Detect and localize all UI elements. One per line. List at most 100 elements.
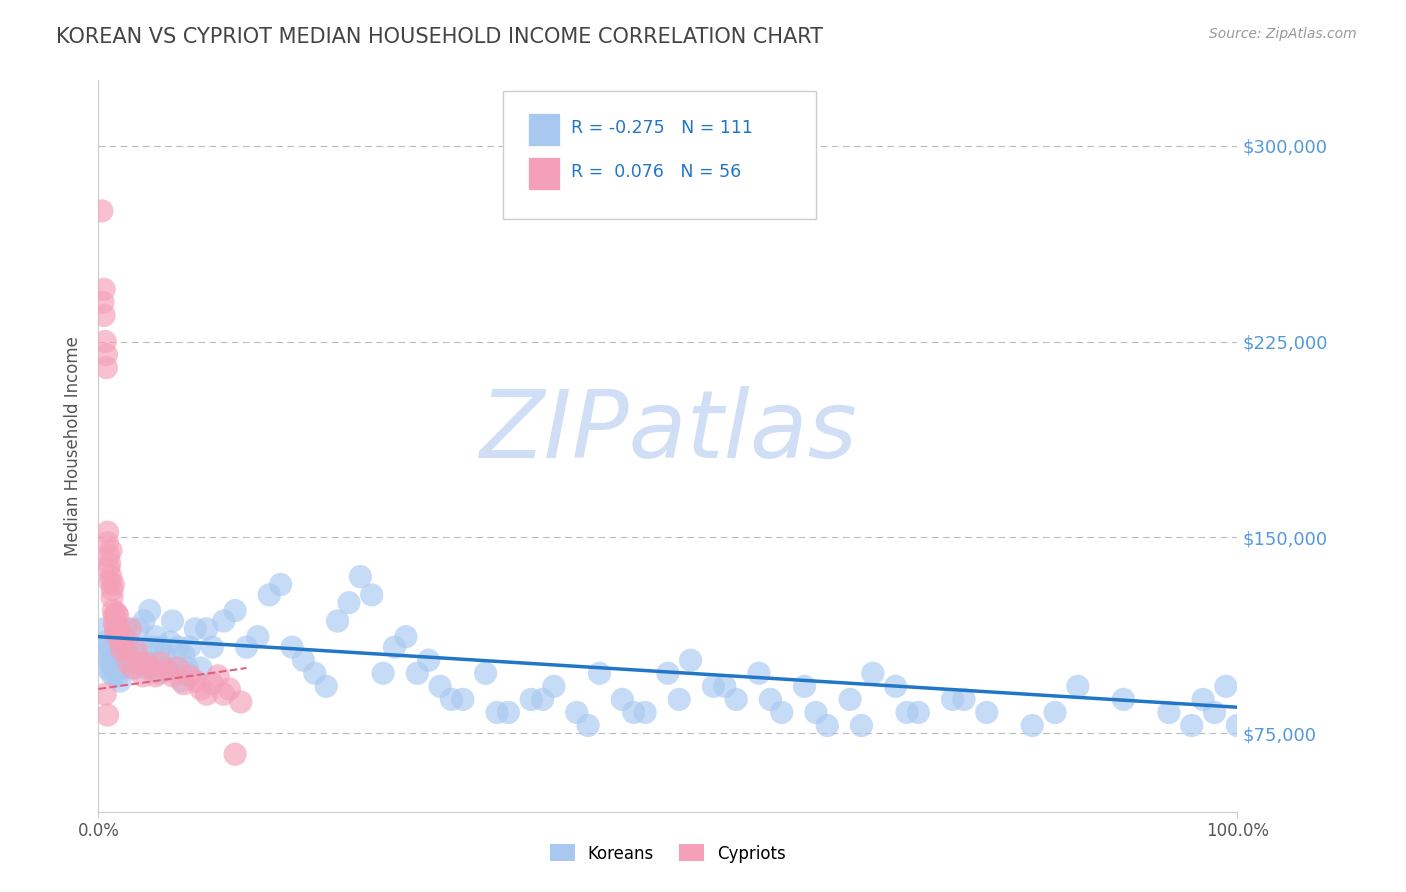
Point bbox=[612, 692, 634, 706]
Point bbox=[93, 282, 115, 296]
Point bbox=[184, 622, 207, 636]
Point bbox=[108, 648, 131, 662]
Point bbox=[259, 588, 281, 602]
Point bbox=[108, 674, 131, 689]
Point bbox=[120, 622, 142, 636]
Point bbox=[406, 666, 429, 681]
Point bbox=[103, 577, 125, 591]
Point bbox=[384, 640, 406, 655]
Point bbox=[349, 569, 371, 583]
Point bbox=[91, 295, 114, 310]
Point bbox=[93, 622, 115, 636]
Point bbox=[1226, 718, 1249, 732]
Point bbox=[105, 606, 128, 620]
Point bbox=[112, 630, 135, 644]
Point bbox=[839, 692, 862, 706]
Point bbox=[98, 574, 121, 589]
Point bbox=[588, 666, 610, 681]
Point bbox=[212, 614, 235, 628]
Point bbox=[96, 708, 118, 723]
Point bbox=[520, 692, 543, 706]
Point bbox=[851, 718, 873, 732]
Point bbox=[98, 557, 121, 571]
Point bbox=[190, 661, 212, 675]
Point bbox=[90, 203, 112, 218]
Point bbox=[190, 681, 212, 696]
Point bbox=[246, 630, 269, 644]
Point bbox=[725, 692, 748, 706]
Point bbox=[714, 679, 737, 693]
Point bbox=[101, 648, 124, 662]
Point bbox=[179, 669, 201, 683]
Point bbox=[292, 653, 315, 667]
Point bbox=[315, 679, 337, 693]
Point bbox=[337, 596, 360, 610]
Point bbox=[451, 692, 474, 706]
Text: ZIPatlas: ZIPatlas bbox=[479, 386, 856, 477]
Point bbox=[139, 661, 162, 675]
Point bbox=[229, 695, 252, 709]
Point bbox=[896, 706, 918, 720]
Point bbox=[98, 656, 121, 670]
Point bbox=[1204, 706, 1226, 720]
Point bbox=[498, 706, 520, 720]
Point bbox=[565, 706, 588, 720]
Point bbox=[96, 635, 118, 649]
Text: KOREAN VS CYPRIOT MEDIAN HOUSEHOLD INCOME CORRELATION CHART: KOREAN VS CYPRIOT MEDIAN HOUSEHOLD INCOM… bbox=[56, 27, 824, 46]
Point bbox=[103, 608, 125, 623]
Point bbox=[623, 706, 645, 720]
Point bbox=[114, 622, 136, 636]
Point bbox=[97, 549, 120, 563]
Point bbox=[96, 661, 118, 675]
Point bbox=[1112, 692, 1135, 706]
Point bbox=[145, 669, 167, 683]
Point bbox=[543, 679, 565, 693]
Point bbox=[153, 648, 176, 662]
Point bbox=[124, 661, 146, 675]
Point bbox=[304, 666, 326, 681]
Point bbox=[156, 661, 179, 675]
Point bbox=[770, 706, 793, 720]
Point bbox=[576, 718, 599, 732]
Point bbox=[884, 679, 907, 693]
Point bbox=[156, 664, 179, 678]
Point bbox=[281, 640, 304, 655]
Point bbox=[110, 661, 132, 675]
Point bbox=[1043, 706, 1066, 720]
Point bbox=[148, 666, 170, 681]
Point bbox=[167, 661, 190, 675]
Point bbox=[176, 661, 198, 675]
Point bbox=[103, 661, 125, 675]
Point bbox=[474, 666, 496, 681]
Point bbox=[104, 653, 127, 667]
Point bbox=[195, 687, 218, 701]
Point bbox=[125, 642, 148, 657]
Point bbox=[94, 334, 117, 349]
Point bbox=[97, 640, 120, 655]
Point bbox=[94, 687, 117, 701]
Text: Source: ZipAtlas.com: Source: ZipAtlas.com bbox=[1209, 27, 1357, 41]
Point bbox=[634, 706, 657, 720]
Point bbox=[135, 656, 157, 670]
Point bbox=[201, 640, 224, 655]
Point bbox=[862, 666, 884, 681]
Point bbox=[1215, 679, 1237, 693]
Point bbox=[167, 640, 190, 655]
FancyBboxPatch shape bbox=[527, 157, 560, 190]
Point bbox=[1021, 718, 1043, 732]
Point bbox=[101, 591, 124, 605]
Point bbox=[804, 706, 827, 720]
Point bbox=[141, 640, 163, 655]
Point bbox=[793, 679, 815, 693]
Point bbox=[97, 562, 120, 576]
Point bbox=[117, 656, 139, 670]
Point bbox=[360, 588, 382, 602]
Point bbox=[942, 692, 965, 706]
Point bbox=[173, 676, 195, 690]
Point bbox=[759, 692, 782, 706]
Point bbox=[127, 622, 149, 636]
Point bbox=[184, 674, 207, 689]
Point bbox=[907, 706, 929, 720]
Point bbox=[702, 679, 724, 693]
Point bbox=[815, 718, 838, 732]
